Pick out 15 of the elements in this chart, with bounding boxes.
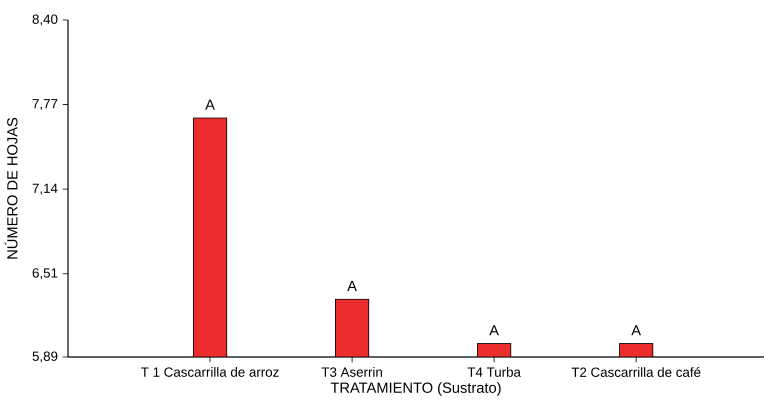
- y-axis-title: NÚMERO DE HOJAS: [4, 118, 18, 259]
- annotation: A: [631, 325, 642, 336]
- annotation: A: [347, 280, 357, 291]
- y-tick-label: 5,89: [32, 351, 58, 363]
- x-tick-label: T 1 Cascarrilla de arroz: [141, 367, 279, 377]
- annotation: A: [489, 325, 499, 336]
- y-tick-label: 6,51: [32, 268, 58, 280]
- y-tick-label: 7,77: [32, 99, 58, 110]
- x-axis-title: TRATAMIENTO (Sustrato): [330, 382, 501, 396]
- x-tick-label: T3 Aserrin: [322, 367, 382, 377]
- x-tick-label: T2 Cascarrilla de café: [572, 367, 700, 377]
- y-tick-label: 8,40: [32, 14, 58, 26]
- y-tick-label: 7,14: [32, 184, 58, 195]
- x-tick-label: T4 Turba: [468, 367, 521, 377]
- annotation: A: [205, 100, 215, 110]
